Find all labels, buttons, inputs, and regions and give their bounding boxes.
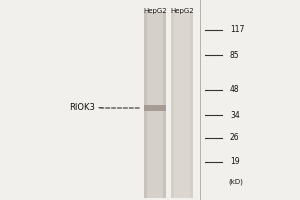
Text: 26: 26 <box>230 134 240 142</box>
Bar <box>144 105 166 111</box>
Text: 117: 117 <box>230 25 244 34</box>
Text: HepG2: HepG2 <box>143 8 167 14</box>
Text: 34: 34 <box>230 110 240 119</box>
Bar <box>144 12 166 198</box>
Bar <box>171 12 193 198</box>
Text: 19: 19 <box>230 158 240 166</box>
Text: --: -- <box>98 104 104 112</box>
Text: 48: 48 <box>230 86 240 95</box>
Text: (kD): (kD) <box>228 179 243 185</box>
Text: RIOK3: RIOK3 <box>69 104 95 112</box>
Bar <box>147 12 163 198</box>
Text: 85: 85 <box>230 50 240 60</box>
Text: HepG2: HepG2 <box>170 8 194 14</box>
Bar <box>174 12 190 198</box>
